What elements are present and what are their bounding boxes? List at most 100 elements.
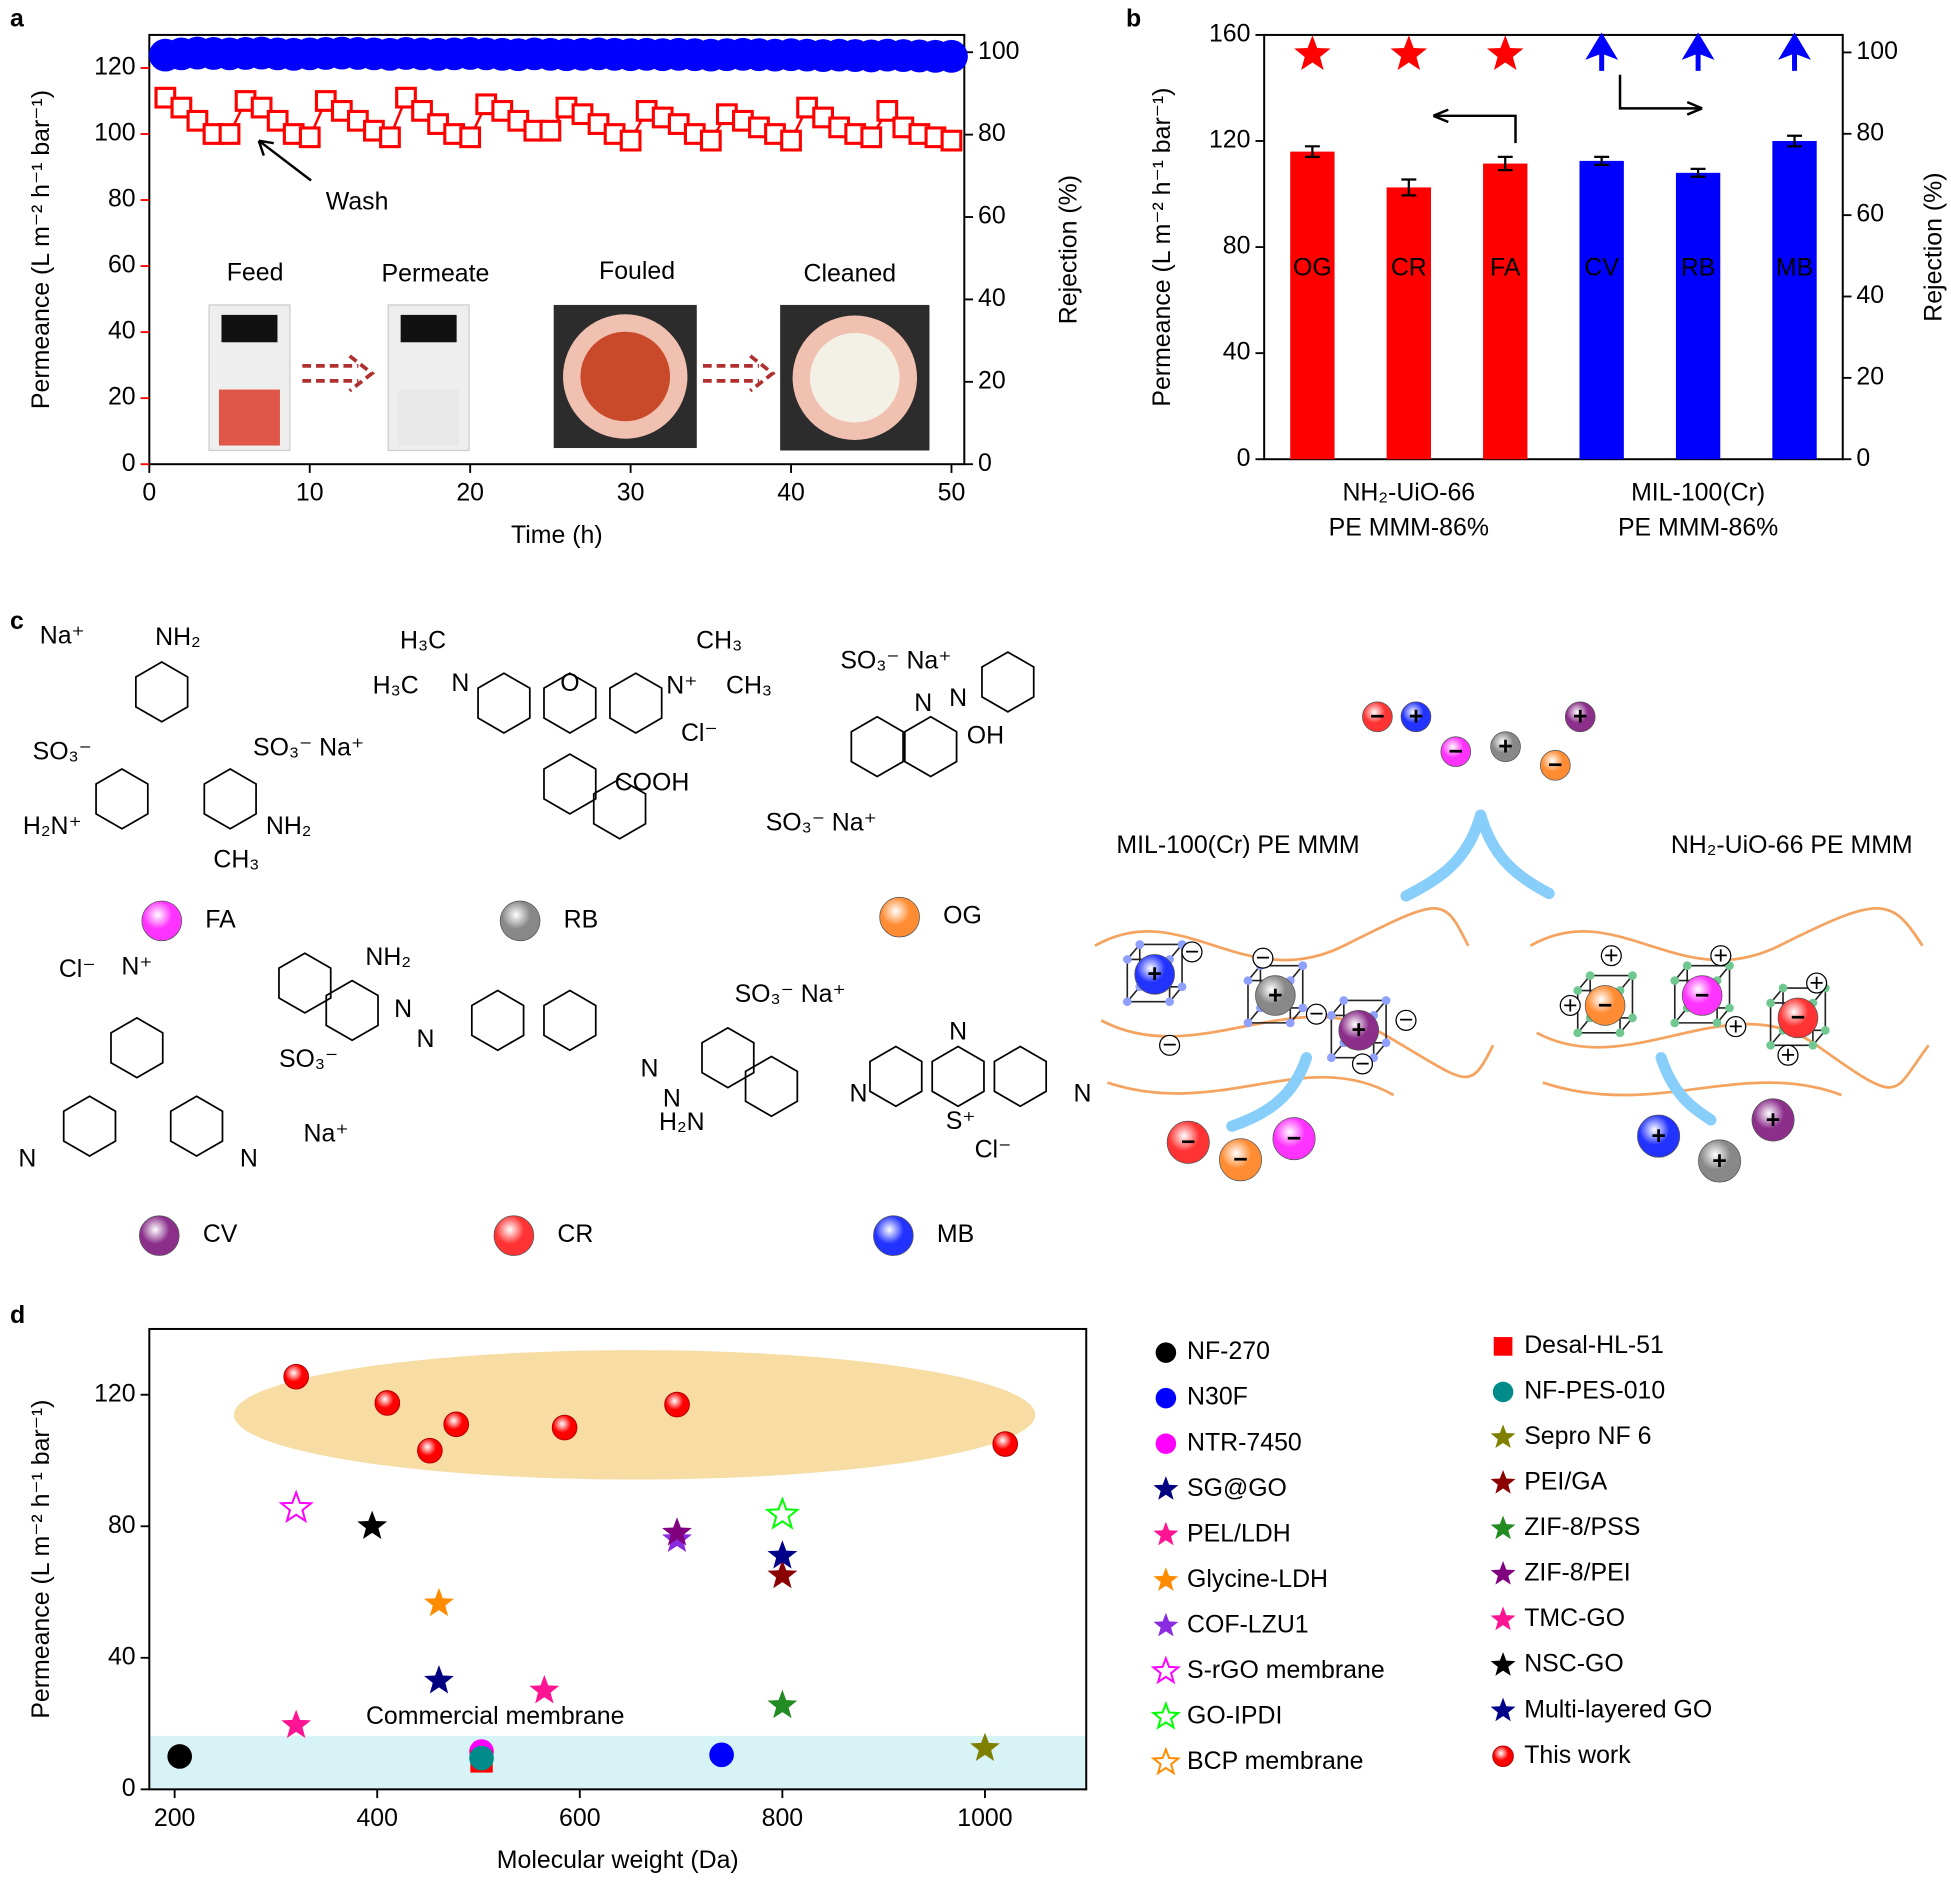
arrow [703,354,776,393]
legend-label: PEI/GA [1524,1468,1607,1496]
atom-label: SO₃⁻ Na⁺ [253,734,364,762]
axis-label: Rejection (%) [1055,175,1083,324]
annotation-arrow [257,139,312,182]
framework-node [1573,986,1583,995]
ring [744,1055,799,1118]
framework-node [1778,983,1788,993]
point [469,1745,494,1771]
vial-cap [400,314,457,343]
y2-tick-label: 40 [978,284,1006,312]
point [1390,35,1428,71]
charge-sign: − [1287,1124,1302,1152]
y-tick-label: 20 [108,383,136,411]
atom-label: NH₂ [155,623,201,651]
charge-ring [1600,945,1622,967]
y-tick-label: 40 [108,1642,136,1670]
error-bar [1497,155,1513,172]
dye-label: RB [564,905,599,933]
point [1487,35,1524,71]
charge-ring [1159,1034,1181,1056]
group-label: PE MMM-86% [1618,513,1778,541]
legend-label: TMC-GO [1524,1604,1625,1632]
axis-label: Rejection (%) [1919,172,1947,321]
panel-label: c [10,607,24,635]
legend-marker [1490,1561,1516,1585]
ion [1362,701,1393,733]
charge-sign: − [1355,1050,1370,1078]
axis-label: Molecular weight (Da) [497,1846,739,1874]
framework-node [1670,976,1680,985]
point [709,1742,734,1768]
legend-marker [1150,1655,1181,1685]
charge-sign: − [1791,1004,1806,1032]
point [379,126,401,149]
bar [1386,187,1431,460]
framework-node [1243,976,1253,985]
atom-label: CH₃ [726,672,772,700]
category-label: FA [1490,253,1521,281]
category-label: CV [1584,253,1619,281]
charge-sign: − [1185,938,1200,966]
point [539,119,562,142]
framework-node [1339,996,1349,1005]
annotation: Commercial membrane [366,1702,625,1730]
framework-node [1585,971,1595,980]
legend-label: S-rGO membrane [1187,1656,1385,1684]
y-tick-label: 40 [108,317,136,345]
point [935,39,968,73]
legend-marker [1490,1652,1516,1676]
y-tick-label: 80 [108,185,136,213]
charge-sign: + [1712,1147,1727,1175]
y-tick-label: 0 [1237,444,1251,472]
charge-sign: − [1256,944,1271,972]
dye-label: CR [557,1220,593,1248]
atom-label: N [1074,1080,1092,1108]
charge-sign: + [1714,942,1729,970]
ring [701,1026,755,1089]
legend-label: PEL/LDH [1187,1519,1291,1547]
bar [1772,141,1817,460]
group-label: PE MMM-86% [1329,513,1489,541]
legend-marker [1493,1337,1513,1356]
charge-sign: + [1563,991,1578,1019]
y2-tick-label: 20 [978,366,1006,394]
plot-frame [1263,33,1844,461]
error-bar [1304,145,1320,159]
plot-frame [148,1327,1088,1791]
annotation-arrow [1432,108,1517,144]
legend-label: NSC-GO [1524,1650,1624,1678]
charge-sign: + [1766,1106,1781,1134]
legend-marker [1155,1387,1177,1409]
legend-marker [1153,1521,1179,1546]
ion [1272,1117,1316,1161]
bar [1483,163,1528,460]
category-label: RB [1681,253,1716,281]
ring [931,1045,985,1108]
atom-label: NH₂ [266,812,312,840]
arrow [302,354,376,393]
x-tick-label: 200 [154,1804,196,1832]
x-tick-label: 600 [559,1804,601,1832]
legend-marker [1490,1697,1516,1722]
legend-marker [1155,1433,1177,1454]
y2-tick-label: 0 [1856,444,1870,472]
bar [1675,172,1721,460]
ring [110,1016,164,1079]
axis-label: Permeance (L m⁻² h⁻¹ bar⁻¹) [27,1400,55,1719]
panel-label: b [1126,5,1141,33]
framework-node [1122,997,1132,1007]
polymer-fiber [1106,1075,1395,1097]
framework-node [1820,1025,1830,1035]
point [1585,32,1619,71]
ring [543,672,597,734]
error-bar [1787,134,1802,148]
atom-label: SO₃⁻ Na⁺ [735,980,846,1008]
ion [1400,701,1432,733]
framework-node [1327,1011,1336,1020]
point [218,123,241,145]
framework-node [1381,1038,1391,1048]
charge-sign: + [1573,703,1588,731]
framework-node [1628,971,1637,980]
atom-label: O [560,669,579,697]
y-tick-label: 120 [94,1379,136,1407]
